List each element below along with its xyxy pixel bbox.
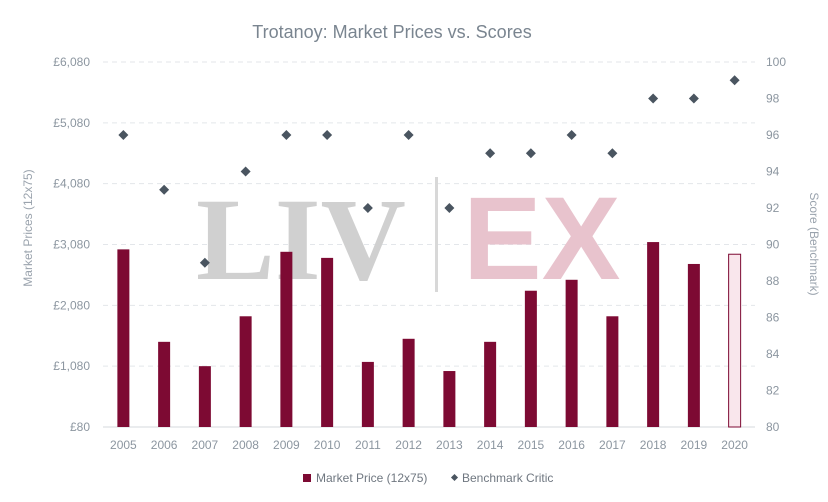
x-tick-label: 2013	[436, 438, 463, 452]
market-price-bar	[321, 257, 334, 427]
right-tick-label: 90	[766, 238, 780, 252]
market-price-bar	[484, 341, 497, 427]
x-tick-label: 2012	[395, 438, 422, 452]
right-tick-label: 98	[766, 92, 780, 106]
market-price-bar	[647, 242, 660, 427]
benchmark-score-point	[444, 203, 455, 213]
left-tick-label: £3,080	[53, 238, 90, 252]
legend-label-benchmark: Benchmark Critic	[462, 471, 553, 485]
market-price-bar	[280, 251, 293, 427]
left-tick-label: £4,080	[53, 177, 90, 191]
x-tick-label: 2015	[518, 438, 545, 452]
livex-watermark: LIV EX	[196, 173, 620, 305]
x-tick-label: 2014	[477, 438, 504, 452]
x-tick-label: 2005	[110, 438, 137, 452]
benchmark-score-point	[607, 148, 618, 159]
benchmark-score-point	[566, 130, 577, 140]
market-price-bar	[524, 290, 537, 427]
market-price-bar	[402, 338, 415, 427]
x-tick-label: 2011	[355, 438, 381, 452]
x-tick-label: 2009	[273, 438, 300, 452]
right-tick-label: 94	[766, 165, 780, 179]
watermark-ex: EX	[463, 173, 620, 305]
market-price-bar	[158, 341, 171, 427]
market-price-bar	[687, 263, 700, 427]
left-axis-ticks: £80 £1,080 £2,080 £3,080 £4,080 £5,080 £6,080	[53, 55, 90, 434]
x-axis-ticks: 2005 2006 2007 2008 2009 2010 2011 2012 2013 2014…	[110, 438, 748, 452]
market-price-bar	[198, 366, 211, 427]
right-axis-ticks: 80 82 84 86 88 90 92 94 96 98 100	[766, 55, 786, 434]
market-price-bar	[606, 316, 619, 427]
benchmark-score-point	[118, 130, 129, 140]
legend: Market Price (12x75) Benchmark Critic	[303, 471, 553, 485]
legend-label-market-price: Market Price (12x75)	[316, 471, 427, 485]
bar-series	[117, 242, 742, 428]
x-tick-label: 2016	[558, 438, 585, 452]
market-price-bar	[239, 316, 252, 427]
benchmark-score-point	[159, 184, 170, 195]
right-tick-label: 84	[766, 347, 780, 361]
x-tick-label: 2019	[681, 438, 708, 452]
right-tick-label: 82	[766, 384, 780, 398]
right-tick-label: 100	[766, 55, 786, 69]
x-tick-label: 2017	[599, 438, 626, 452]
benchmark-score-point	[648, 93, 659, 104]
benchmark-score-point	[199, 257, 210, 268]
left-tick-label: £2,080	[53, 298, 90, 312]
chart-title: Trotanoy: Market Prices vs. Scores	[252, 22, 531, 42]
right-tick-label: 88	[766, 274, 780, 288]
market-price-bar	[728, 253, 742, 428]
gridlines	[103, 61, 755, 428]
market-price-bar	[565, 279, 578, 427]
right-tick-label: 86	[766, 311, 780, 325]
right-tick-label: 96	[766, 128, 780, 142]
left-tick-label: £1,080	[53, 359, 90, 373]
benchmark-score-point	[281, 130, 292, 140]
x-tick-label: 2020	[721, 438, 748, 452]
market-price-bar	[117, 249, 130, 427]
right-tick-label: 80	[766, 420, 780, 434]
left-tick-label: £80	[70, 420, 90, 434]
legend-marker-benchmark	[450, 473, 459, 482]
left-axis-title: Market Prices (12x75)	[21, 169, 35, 286]
scatter-series	[118, 75, 740, 268]
x-tick-label: 2006	[151, 438, 178, 452]
left-tick-label: £5,080	[53, 116, 90, 130]
benchmark-score-point	[688, 93, 699, 104]
benchmark-score-point	[485, 148, 496, 159]
market-price-bar	[361, 361, 374, 427]
market-price-bar	[443, 371, 456, 427]
benchmark-score-point	[240, 166, 251, 177]
legend-swatch-market-price	[303, 474, 311, 482]
x-tick-label: 2010	[314, 438, 341, 452]
benchmark-score-point	[525, 148, 536, 159]
watermark-divider	[435, 177, 438, 292]
benchmark-score-point	[322, 130, 333, 140]
benchmark-score-point	[403, 130, 414, 140]
right-tick-label: 92	[766, 201, 780, 215]
x-tick-label: 2008	[232, 438, 259, 452]
x-tick-label: 2018	[640, 438, 667, 452]
watermark-liv: LIV	[196, 174, 406, 305]
benchmark-score-point	[729, 75, 740, 86]
left-tick-label: £6,080	[53, 55, 90, 69]
x-tick-label: 2007	[192, 438, 219, 452]
benchmark-score-point	[362, 203, 373, 213]
right-axis-title: Score (Benchmark)	[807, 192, 821, 295]
